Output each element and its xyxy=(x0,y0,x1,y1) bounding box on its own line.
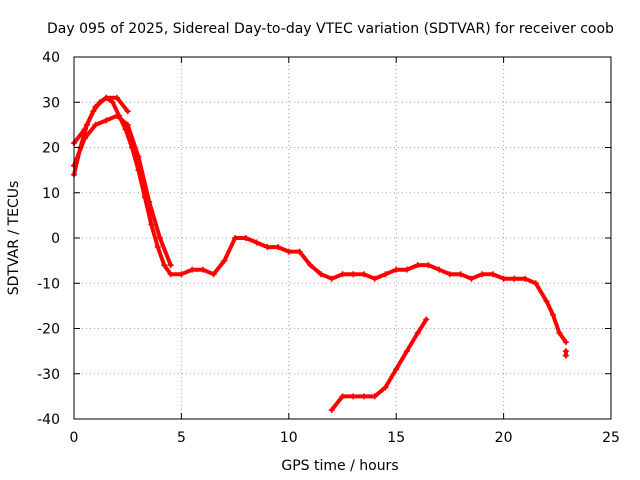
data-point xyxy=(468,275,475,282)
x-tick-label: 5 xyxy=(177,430,186,446)
y-tick-label: -20 xyxy=(37,322,60,338)
data-point xyxy=(264,244,271,251)
data-point xyxy=(189,266,196,273)
data-point xyxy=(167,271,174,278)
data-point xyxy=(210,271,217,278)
data-point xyxy=(146,198,153,205)
data-point xyxy=(199,266,206,273)
data-point xyxy=(457,271,464,278)
data-point xyxy=(425,262,432,269)
data-point xyxy=(328,406,335,413)
data-point xyxy=(550,311,557,318)
data-point xyxy=(414,330,421,337)
data-point xyxy=(371,393,378,400)
data-point xyxy=(371,275,378,282)
data-point xyxy=(562,352,569,359)
data-point xyxy=(328,275,335,282)
data-point xyxy=(382,384,389,391)
x-tick-label: 0 xyxy=(70,430,79,446)
x-tick-label: 10 xyxy=(280,430,298,446)
data-point xyxy=(113,94,120,101)
data-point xyxy=(103,94,110,101)
data-point xyxy=(148,221,155,228)
data-point xyxy=(360,393,367,400)
data-point xyxy=(135,153,142,160)
data-point xyxy=(339,271,346,278)
data-point xyxy=(178,271,185,278)
data-point xyxy=(124,108,131,115)
data-point xyxy=(81,126,88,133)
data-point xyxy=(489,271,496,278)
data-point xyxy=(423,316,430,323)
data-point xyxy=(436,266,443,273)
y-tick-label: 20 xyxy=(42,141,60,157)
data-point xyxy=(253,239,260,246)
series-track-a xyxy=(72,95,568,345)
series-track-d xyxy=(329,317,429,412)
y-tick-label: 0 xyxy=(51,231,60,247)
data-point xyxy=(350,271,357,278)
x-tick-label: 25 xyxy=(602,430,620,446)
series-track-c xyxy=(72,95,130,145)
data-point xyxy=(522,275,529,282)
y-tick-label: 40 xyxy=(42,50,60,66)
data-point xyxy=(285,248,292,255)
data-point xyxy=(543,298,550,305)
data-point xyxy=(403,266,410,273)
data-point xyxy=(339,393,346,400)
data-point xyxy=(414,262,421,269)
y-tick-label: 30 xyxy=(42,95,60,111)
data-point xyxy=(161,262,168,269)
data-point xyxy=(500,275,507,282)
data-point xyxy=(511,275,518,282)
y-tick-label: 10 xyxy=(42,186,60,202)
chart-title: Day 095 of 2025, Sidereal Day-to-day VTE… xyxy=(47,21,614,37)
data-point xyxy=(221,257,228,264)
data-point xyxy=(446,271,453,278)
data-point xyxy=(318,271,325,278)
y-tick-labels: -40 -30 -20 -10 0 10 20 30 40 xyxy=(37,50,60,428)
x-tick-labels: 0 5 10 15 20 25 xyxy=(70,430,620,446)
data-point xyxy=(92,103,99,110)
data-point xyxy=(156,235,163,241)
data-point xyxy=(124,121,131,128)
y-axis-title: SDTVAR / TECUs xyxy=(6,181,22,296)
data-point xyxy=(350,393,357,400)
data-point xyxy=(275,244,282,251)
data-point xyxy=(232,235,239,241)
data-point xyxy=(167,262,174,269)
y-tick-label: -10 xyxy=(37,276,60,292)
data-point xyxy=(393,266,400,273)
data-point xyxy=(81,135,88,142)
data-point xyxy=(532,280,539,287)
data-point xyxy=(393,366,400,373)
data-point xyxy=(403,348,410,355)
data-point xyxy=(307,262,314,269)
data-point xyxy=(562,339,569,346)
series-layer xyxy=(71,94,569,413)
x-tick-label: 15 xyxy=(387,430,405,446)
data-point xyxy=(360,271,367,278)
grid xyxy=(74,57,611,419)
data-point xyxy=(242,235,249,241)
data-point xyxy=(479,271,486,278)
data-point xyxy=(103,117,110,124)
series-track-b xyxy=(72,113,173,268)
data-point xyxy=(556,330,563,337)
data-point xyxy=(154,244,161,251)
x-axis-title: GPS time / hours xyxy=(281,458,398,474)
data-point xyxy=(382,271,389,278)
x-tick-label: 20 xyxy=(495,430,513,446)
y-tick-label: -30 xyxy=(37,367,60,383)
data-point xyxy=(109,99,116,106)
data-point xyxy=(296,248,303,255)
y-tick-label: -40 xyxy=(37,412,60,428)
axis-ticks xyxy=(73,56,612,420)
data-point xyxy=(92,121,99,128)
data-point xyxy=(113,112,120,119)
